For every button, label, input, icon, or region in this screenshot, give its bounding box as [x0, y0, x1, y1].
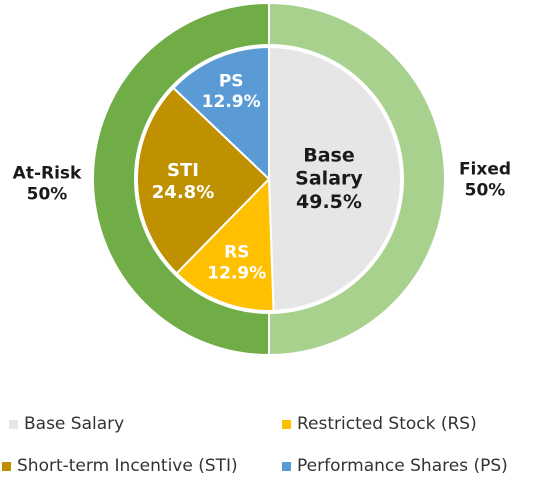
legend-label-ps: Performance Shares (PS) — [297, 456, 508, 476]
ring-label-atrisk: At-Risk 50% — [13, 163, 82, 204]
pie-slice-ps — [172, 45, 270, 182]
pie-label-base: Base Salary 49.5% — [295, 144, 363, 212]
pie-label-ps: PS 12.9% — [202, 71, 261, 112]
ring-label-fixed: Fixed 50% — [459, 159, 511, 200]
ring-slice-atrisk — [92, 1, 270, 357]
pie-slice-base — [268, 45, 402, 312]
ring-slice-fixed — [268, 1, 446, 357]
pie-label-rs: RS 12.9% — [207, 243, 266, 284]
legend-item-base: Base Salary — [9, 414, 124, 434]
pie-slice-sti — [136, 86, 271, 275]
legend-swatch-rs — [282, 419, 291, 429]
legend-item-ps: Performance Shares (PS) — [282, 456, 508, 476]
pie-label-sti: STI 24.8% — [152, 160, 214, 203]
legend-label-base: Base Salary — [24, 414, 125, 434]
legend-swatch-base — [9, 419, 18, 429]
chart-legend: Base Salary Restricted Stock (RS) Short-… — [0, 400, 542, 482]
legend-swatch-sti — [2, 461, 11, 471]
legend-item-rs: Restricted Stock (RS) — [282, 414, 477, 434]
legend-label-rs: Restricted Stock (RS) — [297, 414, 477, 434]
legend-item-sti: Short-term Incentive (STI) — [2, 456, 238, 476]
pie-slice-rs — [175, 176, 275, 312]
donut-chart: Base Salary 49.5% RS 12.9% STI 24.8% PS 12.9% Fix… — [13, 1, 511, 357]
legend-swatch-ps — [282, 461, 291, 471]
legend-label-sti: Short-term Incentive (STI) — [17, 456, 238, 476]
